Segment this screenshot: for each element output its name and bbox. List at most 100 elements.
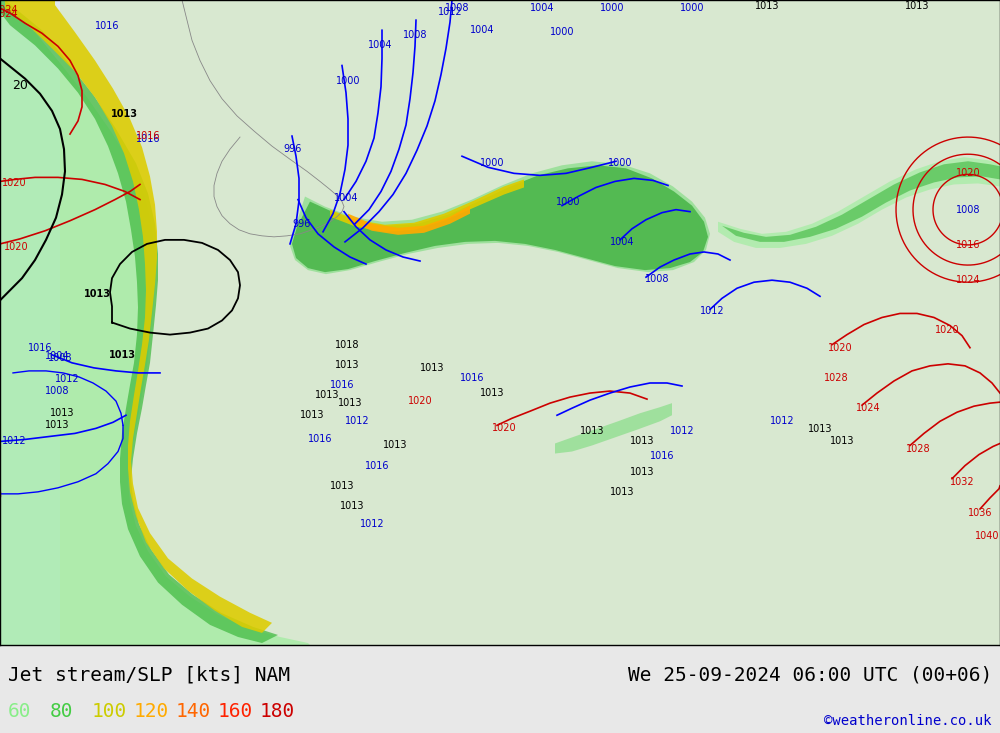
Text: 1016: 1016 [956,240,980,250]
Text: 1013: 1013 [315,390,339,400]
Text: 1013: 1013 [420,363,444,373]
Text: 1000: 1000 [680,3,704,13]
Text: 1013: 1013 [330,481,354,491]
Text: 1012: 1012 [700,306,724,317]
Text: 1020: 1020 [956,169,980,178]
Text: 1004: 1004 [334,193,358,202]
Text: 1013: 1013 [335,360,359,370]
Text: 1013: 1013 [905,1,929,11]
Text: 1024: 1024 [956,275,980,285]
Text: 1013: 1013 [300,410,324,420]
Text: 1013: 1013 [630,436,654,446]
Text: ©weatheronline.co.uk: ©weatheronline.co.uk [824,714,992,728]
Text: 1013: 1013 [50,408,74,419]
Text: 1013: 1013 [830,436,854,446]
Text: 1008: 1008 [445,3,469,13]
Polygon shape [555,403,672,454]
Polygon shape [0,0,60,645]
Text: 1024: 1024 [856,403,880,413]
Text: 1008: 1008 [956,205,980,215]
Polygon shape [0,0,310,645]
Text: 1016: 1016 [136,131,160,141]
Text: 1013: 1013 [480,388,504,398]
Polygon shape [0,0,278,643]
Text: 1008: 1008 [645,274,669,284]
Text: 1013: 1013 [45,420,69,430]
Text: 1016: 1016 [650,451,674,460]
Text: 1013: 1013 [84,290,110,299]
Text: 1016: 1016 [330,380,354,390]
Polygon shape [348,205,470,235]
Text: 1004: 1004 [530,3,554,13]
Text: 20: 20 [12,78,28,92]
Text: 1012: 1012 [438,7,462,17]
Text: 1013: 1013 [610,487,634,497]
Text: 1013: 1013 [580,427,604,436]
Text: 1028: 1028 [906,443,930,454]
Polygon shape [0,0,1000,645]
Text: 140: 140 [176,701,211,721]
Polygon shape [722,161,1000,242]
Text: 1032: 1032 [950,476,974,487]
Text: 120: 120 [134,701,169,721]
Text: 1000: 1000 [608,158,632,169]
Polygon shape [718,157,1000,248]
Text: 1016: 1016 [136,134,160,144]
Text: 160: 160 [218,701,253,721]
Text: 100: 100 [92,701,127,721]
Text: 1016: 1016 [308,435,332,444]
Text: 1000: 1000 [550,27,574,37]
Text: 1012: 1012 [770,416,794,427]
Polygon shape [330,180,524,232]
Text: 1004: 1004 [470,25,494,35]
Text: 1028: 1028 [824,373,848,383]
Text: 1000: 1000 [480,158,504,169]
Text: 1008: 1008 [45,386,69,396]
Text: 1016: 1016 [28,343,52,353]
Polygon shape [5,0,272,633]
Text: 1008: 1008 [403,30,427,40]
Text: 1000: 1000 [600,3,624,13]
Text: 1020: 1020 [408,396,432,406]
Text: 1013: 1013 [755,1,779,11]
Text: 1036: 1036 [968,508,992,518]
Text: 1024: 1024 [0,9,18,19]
Text: 1020: 1020 [4,242,28,252]
Text: 1020: 1020 [828,343,852,353]
Text: 80: 80 [50,701,74,721]
Text: 1000: 1000 [336,75,360,86]
Text: 180: 180 [260,701,295,721]
Text: 1013: 1013 [630,467,654,476]
Text: 1004: 1004 [368,40,392,51]
Text: 1013: 1013 [110,109,138,119]
Text: 1024: 1024 [0,5,18,15]
Text: 1016: 1016 [95,21,119,32]
Text: 1013: 1013 [338,398,362,408]
Text: 1040: 1040 [975,531,999,541]
Text: 1020: 1020 [492,424,516,433]
Text: 1018: 1018 [335,339,359,350]
Text: 1012: 1012 [2,436,26,446]
Text: 1012: 1012 [670,427,694,436]
Text: 1016: 1016 [460,373,484,383]
Polygon shape [290,161,710,274]
Polygon shape [292,165,708,272]
Text: We 25-09-2024 06:00 UTC (00+06): We 25-09-2024 06:00 UTC (00+06) [628,665,992,684]
Text: 1013: 1013 [108,350,136,360]
Text: 1012: 1012 [345,416,369,427]
Text: 1012: 1012 [55,374,79,384]
Text: 1004: 1004 [610,237,634,247]
Text: 1016: 1016 [365,460,389,471]
Text: 996: 996 [293,218,311,229]
Text: 996: 996 [284,144,302,154]
Text: 1020: 1020 [935,325,959,334]
Text: 1013: 1013 [383,441,407,451]
Text: 1004: 1004 [45,351,69,361]
Text: 1000: 1000 [556,196,580,207]
Text: 1013: 1013 [340,501,364,511]
Text: 60: 60 [8,701,32,721]
Text: 1013: 1013 [808,424,832,435]
Text: Jet stream/SLP [kts] NAM: Jet stream/SLP [kts] NAM [8,665,290,684]
Text: 1020: 1020 [2,178,26,188]
Text: 1008: 1008 [48,353,72,363]
